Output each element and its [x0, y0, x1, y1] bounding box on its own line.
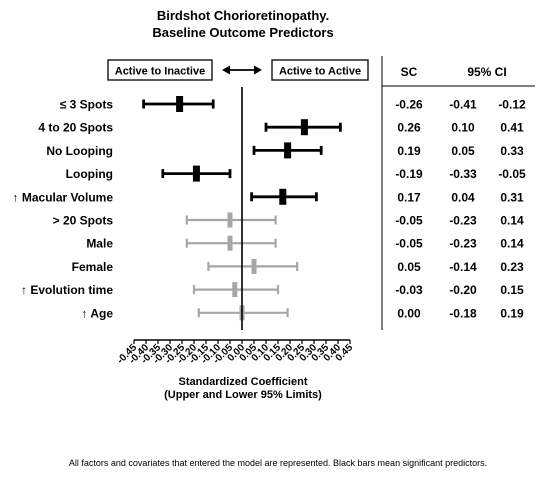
chart-title-line-2: Baseline Outcome Predictors [152, 25, 333, 40]
sc-value: -0.03 [395, 283, 423, 297]
ci-upper-value: 0.14 [500, 214, 524, 228]
ci-upper-value: -0.05 [498, 167, 526, 181]
ci-lower-value: 0.05 [451, 144, 475, 158]
predictor-label: No Looping [46, 144, 113, 158]
ci-upper-value: -0.12 [498, 98, 526, 112]
estimate-marker [251, 258, 257, 274]
right-direction-box [271, 59, 369, 81]
ci-lower-value: -0.41 [449, 98, 477, 112]
sc-value: 0.00 [397, 306, 421, 320]
predictor-row: ↑ Age 0.00 -0.18 0.19 [81, 305, 524, 321]
ci-lower-value: -0.23 [449, 237, 477, 251]
estimate-marker [300, 119, 308, 136]
ci-upper-value: 0.41 [500, 121, 524, 135]
ci-lower-value: 0.04 [451, 190, 475, 204]
estimate-marker [227, 212, 233, 228]
ci-upper-value: 0.14 [500, 237, 524, 251]
ci-lower-value: -0.33 [449, 167, 477, 181]
ci-upper-value: 0.31 [500, 190, 524, 204]
ci-lower-value: -0.23 [449, 214, 477, 228]
predictor-row: Male -0.05 -0.23 0.14 [86, 235, 524, 251]
right-direction-label: Active to Active [279, 66, 361, 78]
ci-upper-value: 0.15 [500, 283, 524, 297]
predictor-label: ↑ Macular Volume [13, 190, 114, 204]
ci-lower-value: 0.10 [451, 121, 475, 135]
estimate-marker [192, 165, 200, 182]
estimate-marker [227, 235, 233, 251]
x-axis-title-line-1: Standardized Coefficient [179, 376, 308, 388]
predictor-label: ≤ 3 Spots [60, 98, 114, 112]
sc-value: -0.05 [395, 237, 423, 251]
predictor-label: 4 to 20 Spots [38, 121, 113, 135]
predictor-label: ↑ Evolution time [21, 283, 113, 297]
predictor-row: ↑ Macular Volume 0.17 0.04 0.31 [13, 188, 524, 205]
estimate-marker [232, 282, 238, 298]
predictor-row: Female 0.05 -0.14 0.23 [72, 258, 524, 274]
predictor-row: ≤ 3 Spots -0.26 -0.41 -0.12 [60, 96, 526, 112]
predictor-row: > 20 Spots -0.05 -0.23 0.14 [53, 212, 524, 228]
sc-column-header: SC [401, 65, 418, 79]
predictor-row: ↑ Evolution time -0.03 -0.20 0.15 [21, 282, 524, 298]
predictor-label: > 20 Spots [53, 214, 114, 228]
left-right-arrow-icon [222, 65, 262, 75]
estimate-marker [176, 96, 184, 112]
sc-value: -0.05 [395, 214, 423, 228]
ci-lower-value: -0.18 [449, 306, 477, 320]
ci-upper-value: 0.19 [500, 306, 524, 320]
ci-upper-value: 0.33 [500, 144, 524, 158]
predictor-label: ↑ Age [81, 306, 113, 320]
ci-column-header: 95% CI [467, 65, 506, 79]
x-axis: -0.45-0.40-0.35-0.30-0.25-0.20-0.15-0.10… [115, 339, 355, 366]
left-direction-box [107, 59, 213, 81]
estimate-marker [279, 188, 287, 205]
sc-value: 0.17 [397, 190, 421, 204]
sc-value: 0.05 [397, 260, 421, 274]
footnote: All factors and covariates that entered … [69, 458, 487, 468]
ci-upper-value: 0.23 [500, 260, 524, 274]
sc-value: -0.26 [395, 98, 423, 112]
sc-value: 0.19 [397, 144, 421, 158]
ci-lower-value: -0.14 [449, 260, 477, 274]
predictor-row: 4 to 20 Spots 0.26 0.10 0.41 [38, 119, 524, 136]
predictor-row: No Looping 0.19 0.05 0.33 [46, 142, 524, 159]
left-direction-label: Active to Inactive [115, 66, 205, 78]
predictor-label: Female [72, 260, 114, 274]
chart-title-line-1: Birdshot Chorioretinopathy. [157, 8, 329, 23]
estimate-marker [284, 142, 292, 159]
predictor-row: Looping -0.19 -0.33 -0.05 [66, 165, 526, 182]
sc-value: -0.19 [395, 167, 423, 181]
predictor-label: Male [86, 237, 113, 251]
predictor-label: Looping [66, 167, 113, 181]
sc-value: 0.26 [397, 121, 421, 135]
ci-lower-value: -0.20 [449, 283, 477, 297]
x-axis-title-line-2: (Upper and Lower 95% Limits) [164, 389, 322, 401]
rows-layer: ≤ 3 Spots -0.26 -0.41 -0.12 4 to 20 Spots 0.2… [13, 96, 526, 321]
